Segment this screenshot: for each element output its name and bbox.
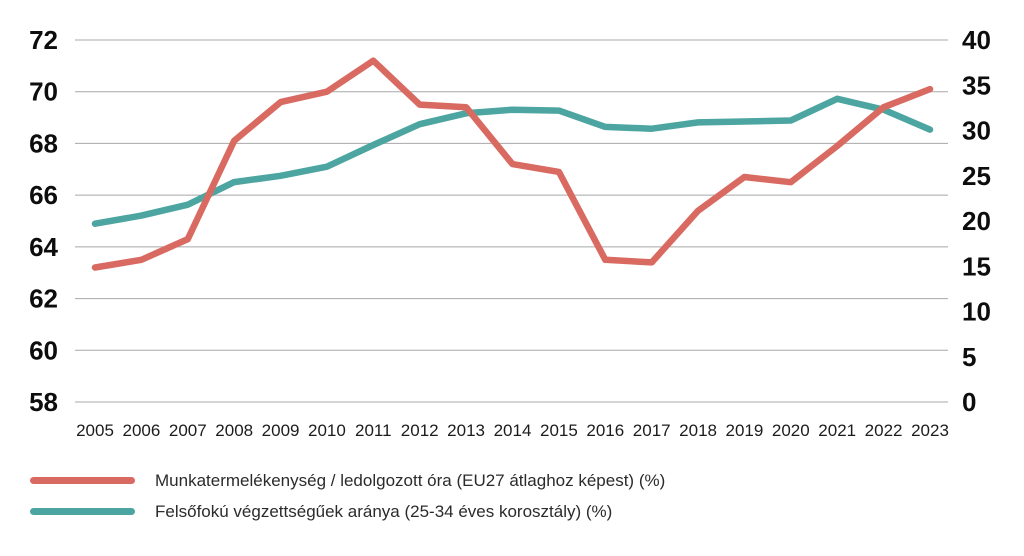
right-axis-tick-label: 35 [962,70,991,100]
x-axis-year-label: 2012 [401,421,439,440]
x-axis-year-label: 2017 [633,421,671,440]
x-axis-year-label: 2021 [818,421,856,440]
x-axis-year-label: 2006 [122,421,160,440]
x-axis-year-label: 2019 [725,421,763,440]
right-axis-tick-label: 20 [962,206,991,236]
x-axis-year-label: 2005 [76,421,114,440]
legend-item-productivity: Munkatermelékenység / ledolgozott óra (E… [30,470,665,491]
x-axis-year-label: 2022 [865,421,903,440]
right-axis-tick-label: 10 [962,297,991,327]
right-axis-tick-label: 30 [962,116,991,146]
legend-item-tertiary-education: Felsőfokú végzettségűek aránya (25-34 év… [30,501,665,522]
left-axis-tick-label: 58 [29,387,58,417]
left-axis-tick-label: 70 [29,77,58,107]
x-axis-year-label: 2007 [169,421,207,440]
left-axis-tick-label: 62 [29,284,58,314]
x-axis-year-label: 2009 [262,421,300,440]
x-axis-year-label: 2008 [215,421,253,440]
right-axis-tick-label: 25 [962,161,991,191]
legend-label-productivity: Munkatermelékenység / ledolgozott óra (E… [155,470,666,490]
x-axis-year-label: 2020 [772,421,810,440]
left-axis-tick-label: 60 [29,335,58,365]
x-axis-year-label: 2016 [586,421,624,440]
x-axis-year-label: 2023 [911,421,949,440]
right-axis-tick-label: 40 [962,25,991,55]
series-line-1 [91,95,934,227]
legend-swatch-productivity [30,477,135,484]
x-axis-year-label: 2014 [494,421,532,440]
series-line-0 [91,57,934,271]
legend-label-tertiary-education: Felsőfokú végzettségűek aránya (25-34 év… [155,501,613,521]
legend: Munkatermelékenység / ledolgozott óra (E… [30,470,665,522]
right-axis-tick-label: 15 [962,251,991,281]
right-axis-tick-label: 5 [962,342,976,372]
x-axis-year-label: 2010 [308,421,346,440]
right-axis-tick-label: 0 [962,387,976,417]
x-axis-year-label: 2013 [447,421,485,440]
x-axis-year-label: 2011 [355,421,392,440]
left-axis-tick-label: 72 [29,25,58,55]
left-axis-tick-label: 64 [29,232,58,262]
x-axis-year-label: 2018 [679,421,717,440]
left-axis-tick-label: 68 [29,128,58,158]
x-axis-year-label: 2015 [540,421,578,440]
legend-swatch-tertiary-education [30,508,135,515]
left-axis-tick-label: 66 [29,180,58,210]
